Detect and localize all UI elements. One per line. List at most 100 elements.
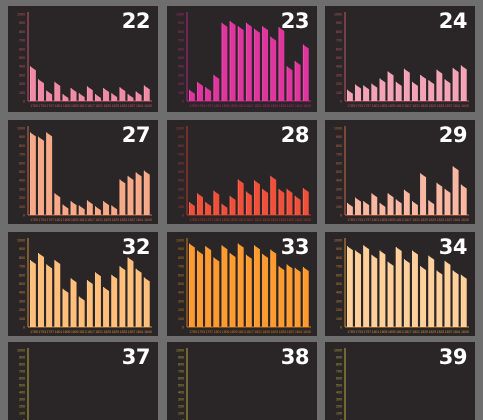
x-tick-label: 1809 (71, 330, 79, 334)
x-tick-label: 1789 (189, 330, 197, 334)
y-tick-label: 900 (178, 21, 184, 25)
y-tick-label: 1000 (176, 349, 184, 353)
y-tick-label: 100 (178, 317, 184, 321)
bar (278, 27, 285, 101)
y-tick-label: 500 (178, 384, 184, 388)
bar (254, 245, 260, 327)
x-tick-label: 1821 (412, 104, 420, 108)
x-tick-label: 1829 (429, 104, 437, 108)
x-tick-label: 1813 (79, 330, 87, 334)
x-tick-label: 1817 (87, 104, 95, 108)
y-tick-label: 900 (178, 135, 184, 139)
y-tick-label: 900 (336, 21, 342, 25)
bar (111, 274, 118, 327)
bar (46, 132, 53, 215)
bar (270, 249, 277, 327)
bar (420, 266, 427, 327)
bar (70, 278, 77, 327)
bar (278, 266, 285, 327)
chart-panel: 0 100 200 300 400 500 600 700 800 900 1000 38 (167, 342, 317, 420)
panel-number: 29 (438, 123, 468, 147)
y-tick-label: 100 (19, 412, 25, 416)
y-tick-label: 1000 (334, 349, 342, 353)
y-tick-label: 0 (23, 100, 25, 104)
x-tick-label: 1829 (112, 104, 120, 108)
x-tick-label: 1809 (230, 218, 238, 222)
x-tick-label: 1841 (453, 218, 461, 222)
bar (111, 205, 118, 215)
bar (103, 87, 110, 101)
y-tick-label: 500 (336, 56, 342, 60)
x-tick-label: 1845 (144, 330, 152, 334)
x-tick-label: 1801 (372, 330, 380, 334)
bar (70, 201, 77, 215)
bar (86, 86, 93, 101)
x-tick-label: 1845 (303, 330, 311, 334)
bar (135, 172, 142, 215)
x-tick-label: 1809 (388, 330, 396, 334)
bar (46, 264, 53, 327)
bar (78, 296, 85, 327)
bar (355, 84, 361, 101)
y-tick-label: 0 (23, 419, 25, 420)
y-tick-label: 800 (336, 363, 342, 367)
bar-chart: 0 100 200 300 400 500 600 700 800 900 1000 1789 1793… (334, 12, 469, 108)
bar (262, 188, 269, 215)
bar (444, 260, 451, 327)
bar (254, 28, 260, 101)
y-tick-label: 200 (178, 196, 184, 200)
x-tick-label: 1817 (404, 218, 412, 222)
y-tick-label: 200 (19, 308, 25, 312)
x-tick-label: 1829 (112, 330, 120, 334)
bar (428, 255, 435, 327)
bar (302, 266, 309, 327)
x-tick-label: 1793 (38, 104, 46, 108)
y-tick-label: 700 (19, 153, 25, 157)
x-tick-label: 1797 (206, 218, 214, 222)
bar (38, 136, 44, 215)
bar (189, 201, 195, 215)
x-tick-label: 1813 (79, 218, 87, 222)
bar (452, 67, 459, 101)
bar (387, 261, 394, 327)
bar (371, 254, 378, 327)
bar (355, 197, 361, 215)
y-tick-label: 1000 (17, 127, 25, 131)
x-tick-label: 1833 (437, 104, 445, 108)
x-tick-label: 1817 (246, 330, 254, 334)
x-tick-label: 1797 (206, 330, 214, 334)
panel-number: 37 (121, 345, 151, 369)
x-tick-label: 1813 (238, 104, 246, 108)
bar (62, 94, 69, 101)
bar (135, 268, 142, 327)
bar (363, 201, 370, 215)
y-tick-label: 400 (19, 291, 25, 295)
y-tick-label: 200 (19, 405, 25, 409)
bar (355, 250, 361, 327)
bar (395, 199, 402, 215)
y-tick-label: 400 (178, 179, 184, 183)
y-tick-label: 0 (340, 326, 342, 330)
x-tick-label: 1833 (437, 330, 445, 334)
y-tick-label: 600 (19, 161, 25, 165)
bar (286, 66, 293, 101)
bar (135, 91, 142, 101)
bar (436, 270, 443, 327)
x-tick-label: 1797 (364, 330, 372, 334)
x-tick-label: 1789 (189, 104, 197, 108)
bar (245, 254, 252, 327)
bar (412, 81, 418, 101)
y-tick-label: 1000 (176, 13, 184, 17)
bar (254, 180, 260, 215)
bar (103, 286, 110, 327)
x-tick-label: 1805 (222, 218, 230, 222)
y-tick-label: 500 (336, 384, 342, 388)
y-tick-label: 700 (336, 370, 342, 374)
y-tick-label: 300 (178, 398, 184, 402)
y-tick-label: 1000 (334, 239, 342, 243)
bar (245, 22, 252, 102)
bar (213, 74, 220, 101)
y-tick-label: 700 (336, 265, 342, 269)
bar (452, 166, 459, 215)
x-tick-label: 1845 (303, 218, 311, 222)
